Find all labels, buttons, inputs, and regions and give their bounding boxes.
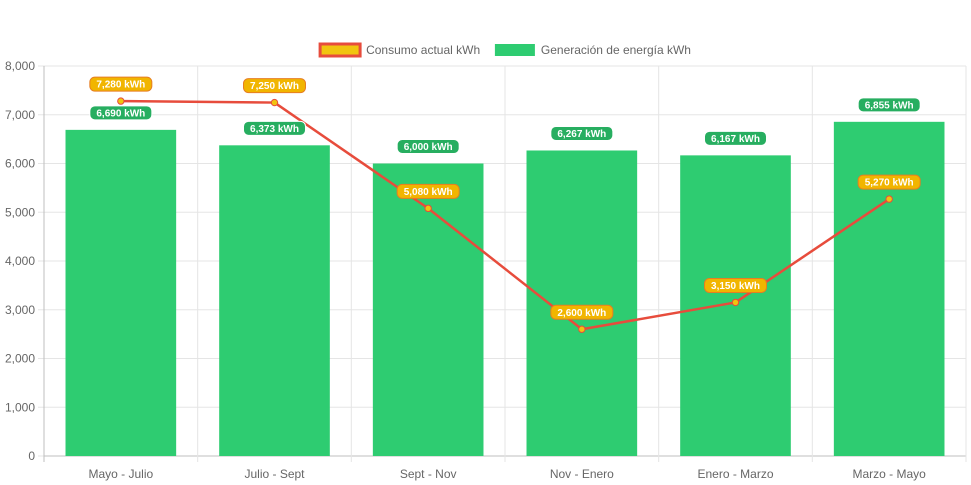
x-tick-label: Marzo - Mayo bbox=[852, 467, 926, 481]
line-point-consumo bbox=[424, 204, 432, 213]
bar-data-label-text: 6,167 kWh bbox=[711, 134, 760, 145]
legend: Consumo actual kWh Generación de energía … bbox=[318, 42, 691, 58]
line-data-label: 3,150 kWh bbox=[704, 277, 767, 293]
x-tick-label: Julio - Sept bbox=[244, 467, 305, 481]
bar-generacion bbox=[833, 121, 945, 456]
line-data-label-background bbox=[396, 183, 460, 199]
bar-data-label-background bbox=[857, 97, 921, 113]
bar-data-label: 6,000 kWh bbox=[396, 139, 460, 154]
bar-data-label: 6,855 kWh bbox=[857, 97, 921, 113]
line-data-label-text: 7,280 kWh bbox=[96, 80, 145, 91]
line-data-label-background bbox=[550, 304, 614, 320]
line-data-label-background bbox=[243, 78, 306, 94]
line-data-label: 7,250 kWh bbox=[243, 78, 306, 94]
bar-generacion bbox=[372, 163, 484, 456]
labels-layer: 6,690 kWh 6,373 kWh 6,000 kWh 6,267 kWh 6,16… bbox=[89, 76, 921, 320]
bar-generacion bbox=[219, 145, 330, 456]
bar-data-label-text: 6,267 kWh bbox=[557, 129, 606, 140]
line-data-label-text: 5,080 kWh bbox=[404, 187, 453, 198]
x-tick-label: Sept - Nov bbox=[400, 467, 457, 481]
y-tick-label: 5,000 bbox=[5, 205, 35, 219]
legend-item: Consumo actual kWh bbox=[318, 42, 480, 58]
bar-data-label-background bbox=[243, 120, 306, 136]
y-tick-label: 8,000 bbox=[5, 59, 35, 73]
line-point-consumo bbox=[270, 98, 279, 107]
bar-data-label: 6,267 kWh bbox=[550, 125, 614, 141]
line-point-consumo bbox=[117, 97, 125, 105]
legend-swatch bbox=[318, 42, 362, 58]
y-tick-label: 2,000 bbox=[5, 352, 35, 366]
y-tick-label: 3,000 bbox=[5, 303, 35, 317]
line-data-label: 5,270 kWh bbox=[857, 174, 921, 190]
axis-layer: 0 1,000 2,000 3,000 4,000 5,000 6,000 7,000 8,00… bbox=[5, 59, 926, 481]
line-data-label-background bbox=[704, 277, 767, 293]
bar-data-label-background bbox=[704, 130, 767, 146]
bar-data-label: 6,167 kWh bbox=[704, 130, 767, 146]
line-data-label-text: 3,150 kWh bbox=[711, 281, 760, 292]
line-data-label-text: 5,270 kWh bbox=[865, 178, 914, 189]
legend-swatch bbox=[494, 44, 535, 56]
grid-layer bbox=[38, 65, 967, 462]
x-tick-label: Nov - Enero bbox=[550, 467, 614, 481]
legend-label: Consumo actual kWh bbox=[366, 43, 480, 57]
line-data-label: 7,280 kWh bbox=[89, 76, 153, 92]
bar-data-label-background bbox=[550, 125, 614, 141]
line-data-label-text: 7,250 kWh bbox=[250, 81, 299, 92]
bar-generacion bbox=[526, 150, 638, 456]
y-tick-label: 0 bbox=[28, 449, 35, 463]
bar-data-label-background bbox=[396, 139, 460, 154]
y-tick-label: 6,000 bbox=[5, 157, 35, 171]
line-data-label-background bbox=[89, 76, 153, 92]
bar-data-label-background bbox=[89, 105, 153, 121]
line-point-consumo bbox=[731, 298, 740, 307]
line-point-consumo bbox=[885, 195, 893, 203]
bar-data-label-text: 6,690 kWh bbox=[96, 108, 145, 119]
y-tick-label: 4,000 bbox=[5, 254, 35, 268]
line-data-label-text: 2,600 kWh bbox=[557, 308, 606, 319]
line-point-consumo bbox=[578, 325, 586, 333]
legend-item: Generación de energía kWh bbox=[494, 43, 691, 57]
bar-generacion bbox=[65, 129, 177, 457]
bar-data-label: 6,690 kWh bbox=[89, 105, 153, 121]
line-data-label-background bbox=[857, 174, 921, 190]
x-tick-label: Mayo - Julio bbox=[88, 467, 153, 481]
line-data-label: 5,080 kWh bbox=[396, 183, 460, 199]
line-data-label: 2,600 kWh bbox=[550, 304, 614, 320]
bar-data-label-text: 6,855 kWh bbox=[865, 100, 914, 111]
bar-data-label-text: 6,373 kWh bbox=[250, 124, 299, 135]
bar-data-label: 6,373 kWh bbox=[243, 120, 306, 136]
y-tick-label: 7,000 bbox=[5, 108, 35, 122]
bar-data-label-text: 6,000 kWh bbox=[404, 142, 453, 153]
x-tick-label: Enero - Marzo bbox=[697, 467, 773, 481]
legend-label: Generación de energía kWh bbox=[541, 43, 691, 57]
y-tick-label: 1,000 bbox=[5, 400, 35, 414]
